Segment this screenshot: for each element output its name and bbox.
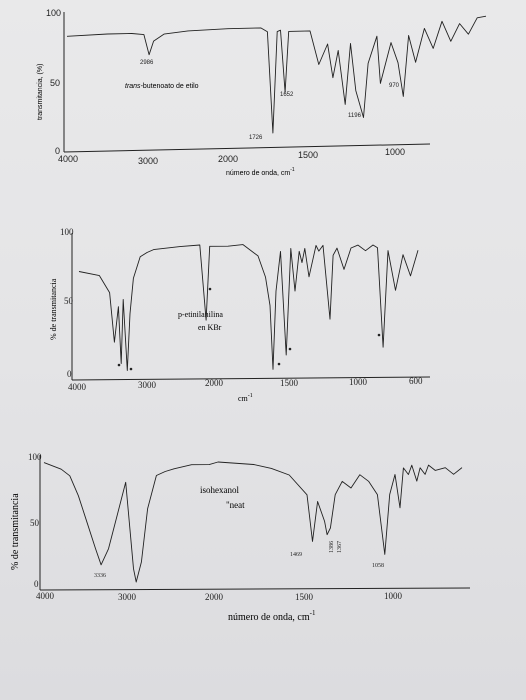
x-tick-label-3000: 3000 [138, 380, 157, 390]
y-axis-label: % de transmitancia [10, 493, 21, 570]
peak-label-1196: 1196 [348, 113, 362, 119]
spectrum-panel-2: % de transmitancia 100 50 0 4000 3000 20… [49, 227, 431, 403]
x-axis-label: cm-1 [238, 393, 253, 403]
peak-markers [117, 287, 381, 371]
x-tick-label-1000: 1000 [384, 591, 403, 601]
x-tick-label-2000: 2000 [205, 378, 224, 388]
y-tick-label-0: 0 [34, 579, 39, 589]
x-axis-label: número de onda, cm-1 [226, 167, 295, 177]
y-tick-label-100: 100 [28, 452, 42, 462]
x-tick-label-2000: 2000 [218, 154, 238, 164]
x-tick-label-1500: 1500 [295, 592, 314, 602]
compound-label-line1: p-etinilanilina [178, 310, 223, 319]
y-tick-label-0: 0 [55, 146, 60, 156]
x-tick-label-1000: 1000 [385, 147, 405, 157]
x-tick-label-4000: 4000 [36, 591, 55, 601]
y-tick-label-0: 0 [67, 369, 72, 379]
x-tick-label-2000: 2000 [205, 592, 224, 602]
x-tick-label-3000: 3000 [118, 592, 137, 602]
peak-label-3336: 3336 [94, 573, 106, 579]
compound-label-line2: "neat [226, 500, 245, 510]
y-axis-label: transmitancia, (%) [37, 64, 44, 120]
peak-label-1726: 1726 [249, 135, 263, 141]
peak-marker-4 [277, 362, 281, 366]
peak-label-970: 970 [389, 83, 400, 89]
x-tick-label-4000: 4000 [58, 154, 78, 164]
peak-marker-1 [117, 363, 121, 367]
peak-marker-5 [288, 347, 292, 351]
y-tick-label-50: 50 [64, 296, 74, 306]
peak-marker-2 [129, 367, 133, 371]
spectrum-line-2 [78, 244, 419, 371]
x-tick-label-3000: 3000 [138, 156, 158, 166]
x-tick-label-1500: 1500 [280, 378, 299, 388]
spectrum-panel-3: % de transmitancia 100 50 0 4000 3000 20… [10, 452, 471, 623]
x-axis [71, 376, 431, 381]
x-tick-label-600: 600 [409, 376, 423, 386]
x-tick-label-1000: 1000 [349, 377, 368, 387]
spectrum-traces [43, 15, 487, 583]
peak-label-2986: 2986 [140, 60, 154, 66]
y-tick-label-50: 50 [50, 78, 60, 88]
x-axis [39, 587, 471, 591]
spectrum-line-3 [43, 461, 463, 583]
peak-label-1367: 1367 [337, 541, 343, 553]
y-tick-label-100: 100 [60, 227, 74, 237]
peak-label-1469: 1469 [290, 552, 302, 558]
compound-label: trans-butenoato de etilo [125, 83, 199, 90]
x-axis-label: número de onda, cm-1 [228, 609, 316, 623]
y-tick-label-50: 50 [30, 518, 40, 528]
peak-label-1652: 1652 [280, 92, 294, 98]
peak-marker-3 [208, 287, 212, 291]
y-tick-label-100: 100 [46, 8, 61, 18]
compound-label-line2: en KBr [198, 323, 222, 332]
peak-marker-6 [377, 333, 381, 337]
spectrum-line-1 [66, 15, 487, 134]
peak-label-1386: 1386 [329, 541, 335, 553]
spectrum-panel-1: transmitancia, (%) 100 50 0 4000 3000 20… [37, 8, 431, 177]
x-tick-label-1500: 1500 [298, 150, 318, 160]
x-axis [63, 143, 431, 153]
compound-label-line1: isohexanol [200, 485, 239, 495]
x-tick-label-4000: 4000 [68, 382, 87, 392]
peak-label-1058: 1058 [372, 563, 384, 569]
y-axis-label: % de transmitancia [49, 278, 58, 340]
